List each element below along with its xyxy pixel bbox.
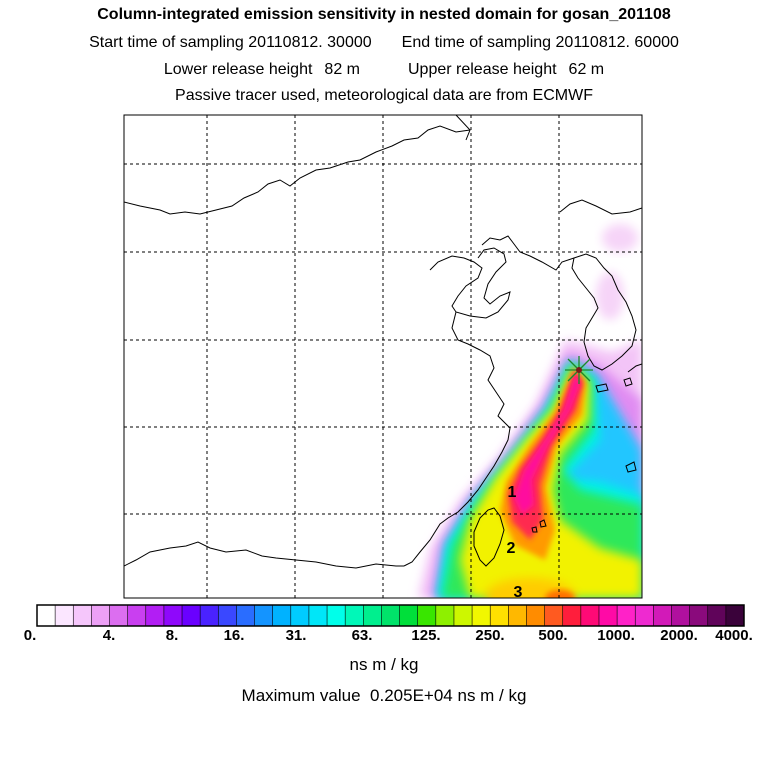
island-jeju <box>595 383 609 393</box>
colorbar-swatch <box>236 605 255 626</box>
colorbar-swatch <box>580 605 600 626</box>
plume-marker-1: 1 <box>508 484 517 501</box>
colorbar <box>37 605 745 626</box>
max-label: Maximum value <box>241 686 361 705</box>
coast-shandong <box>429 247 511 319</box>
colorbar-swatch <box>399 605 418 626</box>
emission-sensitivity-field <box>418 224 642 598</box>
colorbar-tick-label: 125. <box>411 627 441 644</box>
end-value: 20110812. 60000 <box>555 34 679 51</box>
plume-contour-11 <box>602 224 638 252</box>
upper-label: Upper release height <box>408 61 557 78</box>
coast-korea-peninsula <box>571 253 637 371</box>
colorbar-tick-label: 31. <box>285 627 307 644</box>
colorbar-swatch <box>218 605 237 626</box>
coast-japan <box>627 363 642 373</box>
plume-contour-12 <box>596 272 624 320</box>
coast-taiwan <box>473 507 505 567</box>
maximum-value: Maximum value 0.205E+04 ns m / kg <box>0 686 768 706</box>
colorbar-swatch <box>472 605 491 626</box>
colorbar-swatch <box>671 605 690 626</box>
island-small-2 <box>531 526 538 533</box>
colorbar-tick-label: 8. <box>165 627 179 644</box>
colorbar-tick-label: 4. <box>102 627 116 644</box>
colorbar-swatch <box>272 605 292 626</box>
colorbar-swatch <box>635 605 654 626</box>
colorbar-swatch <box>254 605 273 626</box>
lat-lon-grid <box>124 115 642 598</box>
colorbar-swatch <box>598 605 618 626</box>
colorbar-swatch <box>707 605 727 626</box>
colorbar-swatch <box>363 605 382 626</box>
coast-south-china <box>124 541 404 569</box>
colorbar-swatch <box>37 605 56 626</box>
upper-value: 62 m <box>568 61 605 78</box>
coast-yellow-sea <box>403 311 511 567</box>
lower-label: Lower release height <box>163 61 313 78</box>
sampling-times: Start time of sampling 20110812. 30000 En… <box>0 34 768 52</box>
colorbar-tick-label: 1000. <box>597 627 635 644</box>
plume-marker-3: 3 <box>514 584 523 601</box>
plume-contour-8 <box>514 372 580 515</box>
colorbar-swatch <box>182 605 201 626</box>
colorbar-swatch <box>453 605 473 626</box>
plume-contour-10 <box>545 590 575 598</box>
end-label: End time of sampling <box>401 34 552 51</box>
colorbar-swatch <box>381 605 400 626</box>
border-line-north <box>124 125 471 215</box>
colorbar-tick-label: 2000. <box>660 627 698 644</box>
colorbar-tick-label: 500. <box>538 627 568 644</box>
figure-title: Column-integrated emission sensitivity i… <box>97 6 671 23</box>
island-small-1 <box>539 519 547 528</box>
colorbar-unit: ns m / kg <box>349 655 419 674</box>
colorbar-tick-label: 4000. <box>715 627 753 644</box>
colorbar-swatch <box>55 605 74 626</box>
colorbar-swatch <box>308 605 328 626</box>
colorbar-swatch <box>109 605 128 626</box>
start-value: 20110812. 30000 <box>248 34 372 51</box>
colorbar-swatch <box>725 605 745 626</box>
colorbar-swatch <box>526 605 545 626</box>
map-frame <box>123 114 643 599</box>
coast-korea <box>559 199 642 215</box>
colorbar-swatch <box>73 605 92 626</box>
colorbar-swatch <box>327 605 346 626</box>
colorbar-frame <box>36 604 745 627</box>
max-unit: ns m / kg <box>457 686 527 705</box>
plume-contour-5 <box>460 366 642 598</box>
plume-marker-2: 2 <box>507 540 516 557</box>
lower-value: 82 m <box>324 61 360 78</box>
colorbar-swatch <box>689 605 709 626</box>
release-heights: Lower release height 82 m Upper release he… <box>0 61 768 79</box>
colorbar-tick-label: 16. <box>223 627 245 644</box>
colorbar-swatch <box>200 605 219 626</box>
colorbar-swatch <box>490 605 509 626</box>
colorbar-swatch <box>163 605 183 626</box>
colorbar-swatch <box>145 605 165 626</box>
coast-bohai <box>481 235 575 271</box>
max-value: 0.205E+04 <box>370 686 453 705</box>
release-site-star-icon <box>565 356 593 384</box>
colorbar-tick-label: 0. <box>23 627 37 644</box>
border-line-ne <box>455 115 471 141</box>
colorbar-tick-label: 63. <box>351 627 373 644</box>
colorbar-swatch <box>617 605 636 626</box>
colorbar-swatch <box>127 605 147 626</box>
colorbar-swatch <box>345 605 364 626</box>
colorbar-swatch <box>508 605 527 626</box>
colorbar-swatch <box>435 605 455 626</box>
colorbar-swatch <box>544 605 564 626</box>
colorbar-swatch <box>653 605 672 626</box>
island-ryukyu <box>625 461 637 473</box>
colorbar-swatch <box>417 605 437 626</box>
colorbar-swatch <box>290 605 310 626</box>
colorbar-tick-label: 250. <box>475 627 505 644</box>
subtitle: Passive tracer used, meteorological data… <box>175 87 593 104</box>
colorbar-swatch <box>562 605 582 626</box>
island-japan-1 <box>623 377 633 387</box>
colorbar-swatch <box>91 605 110 626</box>
start-label: Start time of sampling <box>89 34 244 51</box>
